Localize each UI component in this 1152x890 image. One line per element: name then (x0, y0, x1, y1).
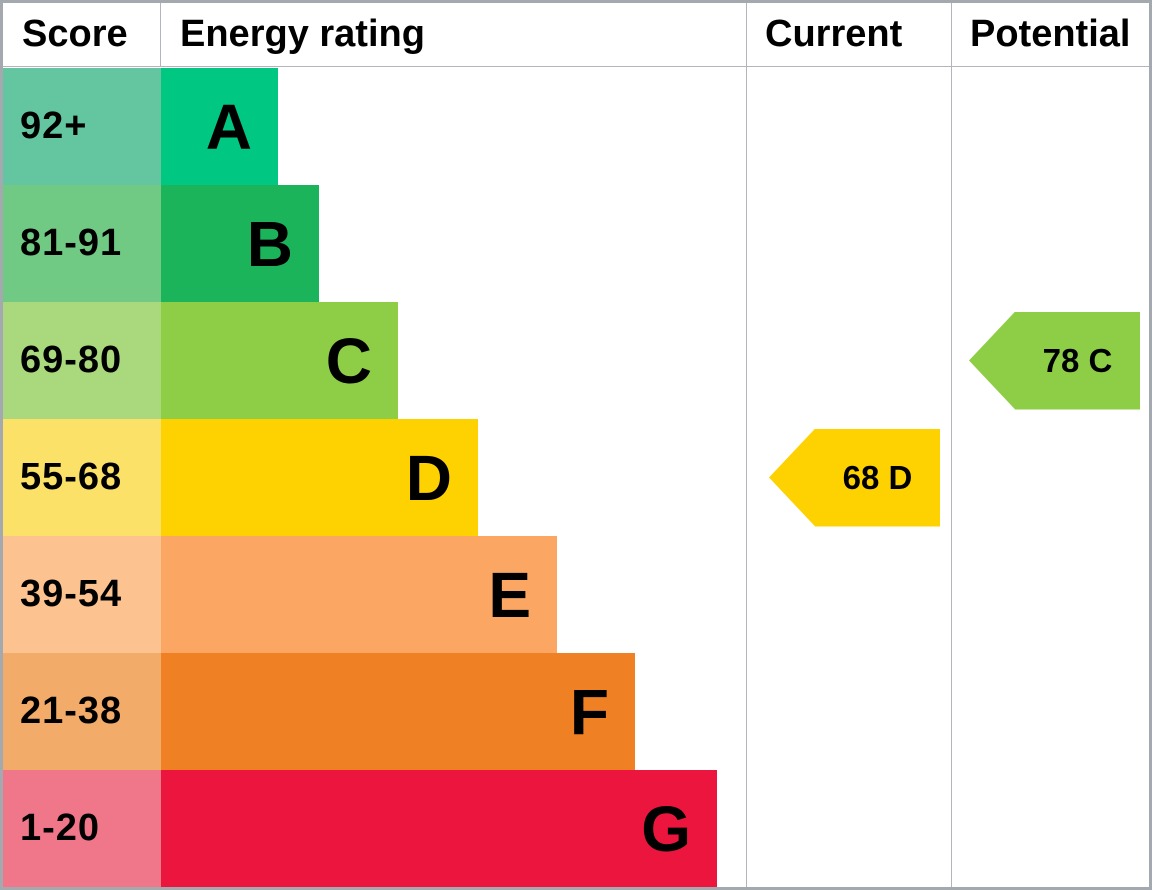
rating-bands: 92+ A 81-91 B 69-80 C 55-68 D 39-54 E 21-38 F 1-20 G (3, 68, 1149, 887)
chart-header: Score Energy rating Current Potential (3, 3, 1149, 67)
rating-letter-a: A (205, 90, 252, 163)
rating-bar-c: C (161, 302, 398, 419)
rating-letter-e: E (488, 558, 531, 631)
potential-column-divider (951, 3, 952, 887)
score-range-c: 69-80 (3, 302, 161, 419)
current-rating-label: 68 D (842, 458, 913, 496)
rating-bar-g: G (161, 770, 717, 887)
band-row-f: 21-38 F (3, 653, 1149, 770)
score-range-e: 39-54 (3, 536, 161, 653)
band-row-g: 1-20 G (3, 770, 1149, 887)
rating-letter-d: D (405, 441, 452, 514)
score-range-b: 81-91 (3, 185, 161, 302)
rating-bar-d: D (161, 419, 478, 536)
score-column-header: Score (3, 3, 161, 66)
current-column-divider (746, 3, 747, 887)
current-column-header: Current (765, 13, 903, 55)
potential-rating-label: 78 C (1042, 341, 1113, 379)
rating-bar-a: A (161, 68, 278, 185)
band-row-e: 39-54 E (3, 536, 1149, 653)
rating-bar-f: F (161, 653, 635, 770)
potential-column-header: Potential (970, 13, 1131, 55)
score-range-d: 55-68 (3, 419, 161, 536)
energy-rating-column-header: Energy rating (180, 13, 425, 55)
score-range-f: 21-38 (3, 653, 161, 770)
rating-bar-e: E (161, 536, 557, 653)
rating-letter-b: B (246, 207, 293, 280)
band-row-b: 81-91 B (3, 185, 1149, 302)
score-range-a: 92+ (3, 68, 161, 185)
rating-letter-f: F (569, 675, 609, 748)
score-range-g: 1-20 (3, 770, 161, 887)
band-row-c: 69-80 C (3, 302, 1149, 419)
rating-bar-b: B (161, 185, 319, 302)
band-row-a: 92+ A (3, 68, 1149, 185)
rating-letter-g: G (641, 792, 691, 865)
rating-letter-c: C (325, 324, 372, 397)
band-row-d: 55-68 D (3, 419, 1149, 536)
